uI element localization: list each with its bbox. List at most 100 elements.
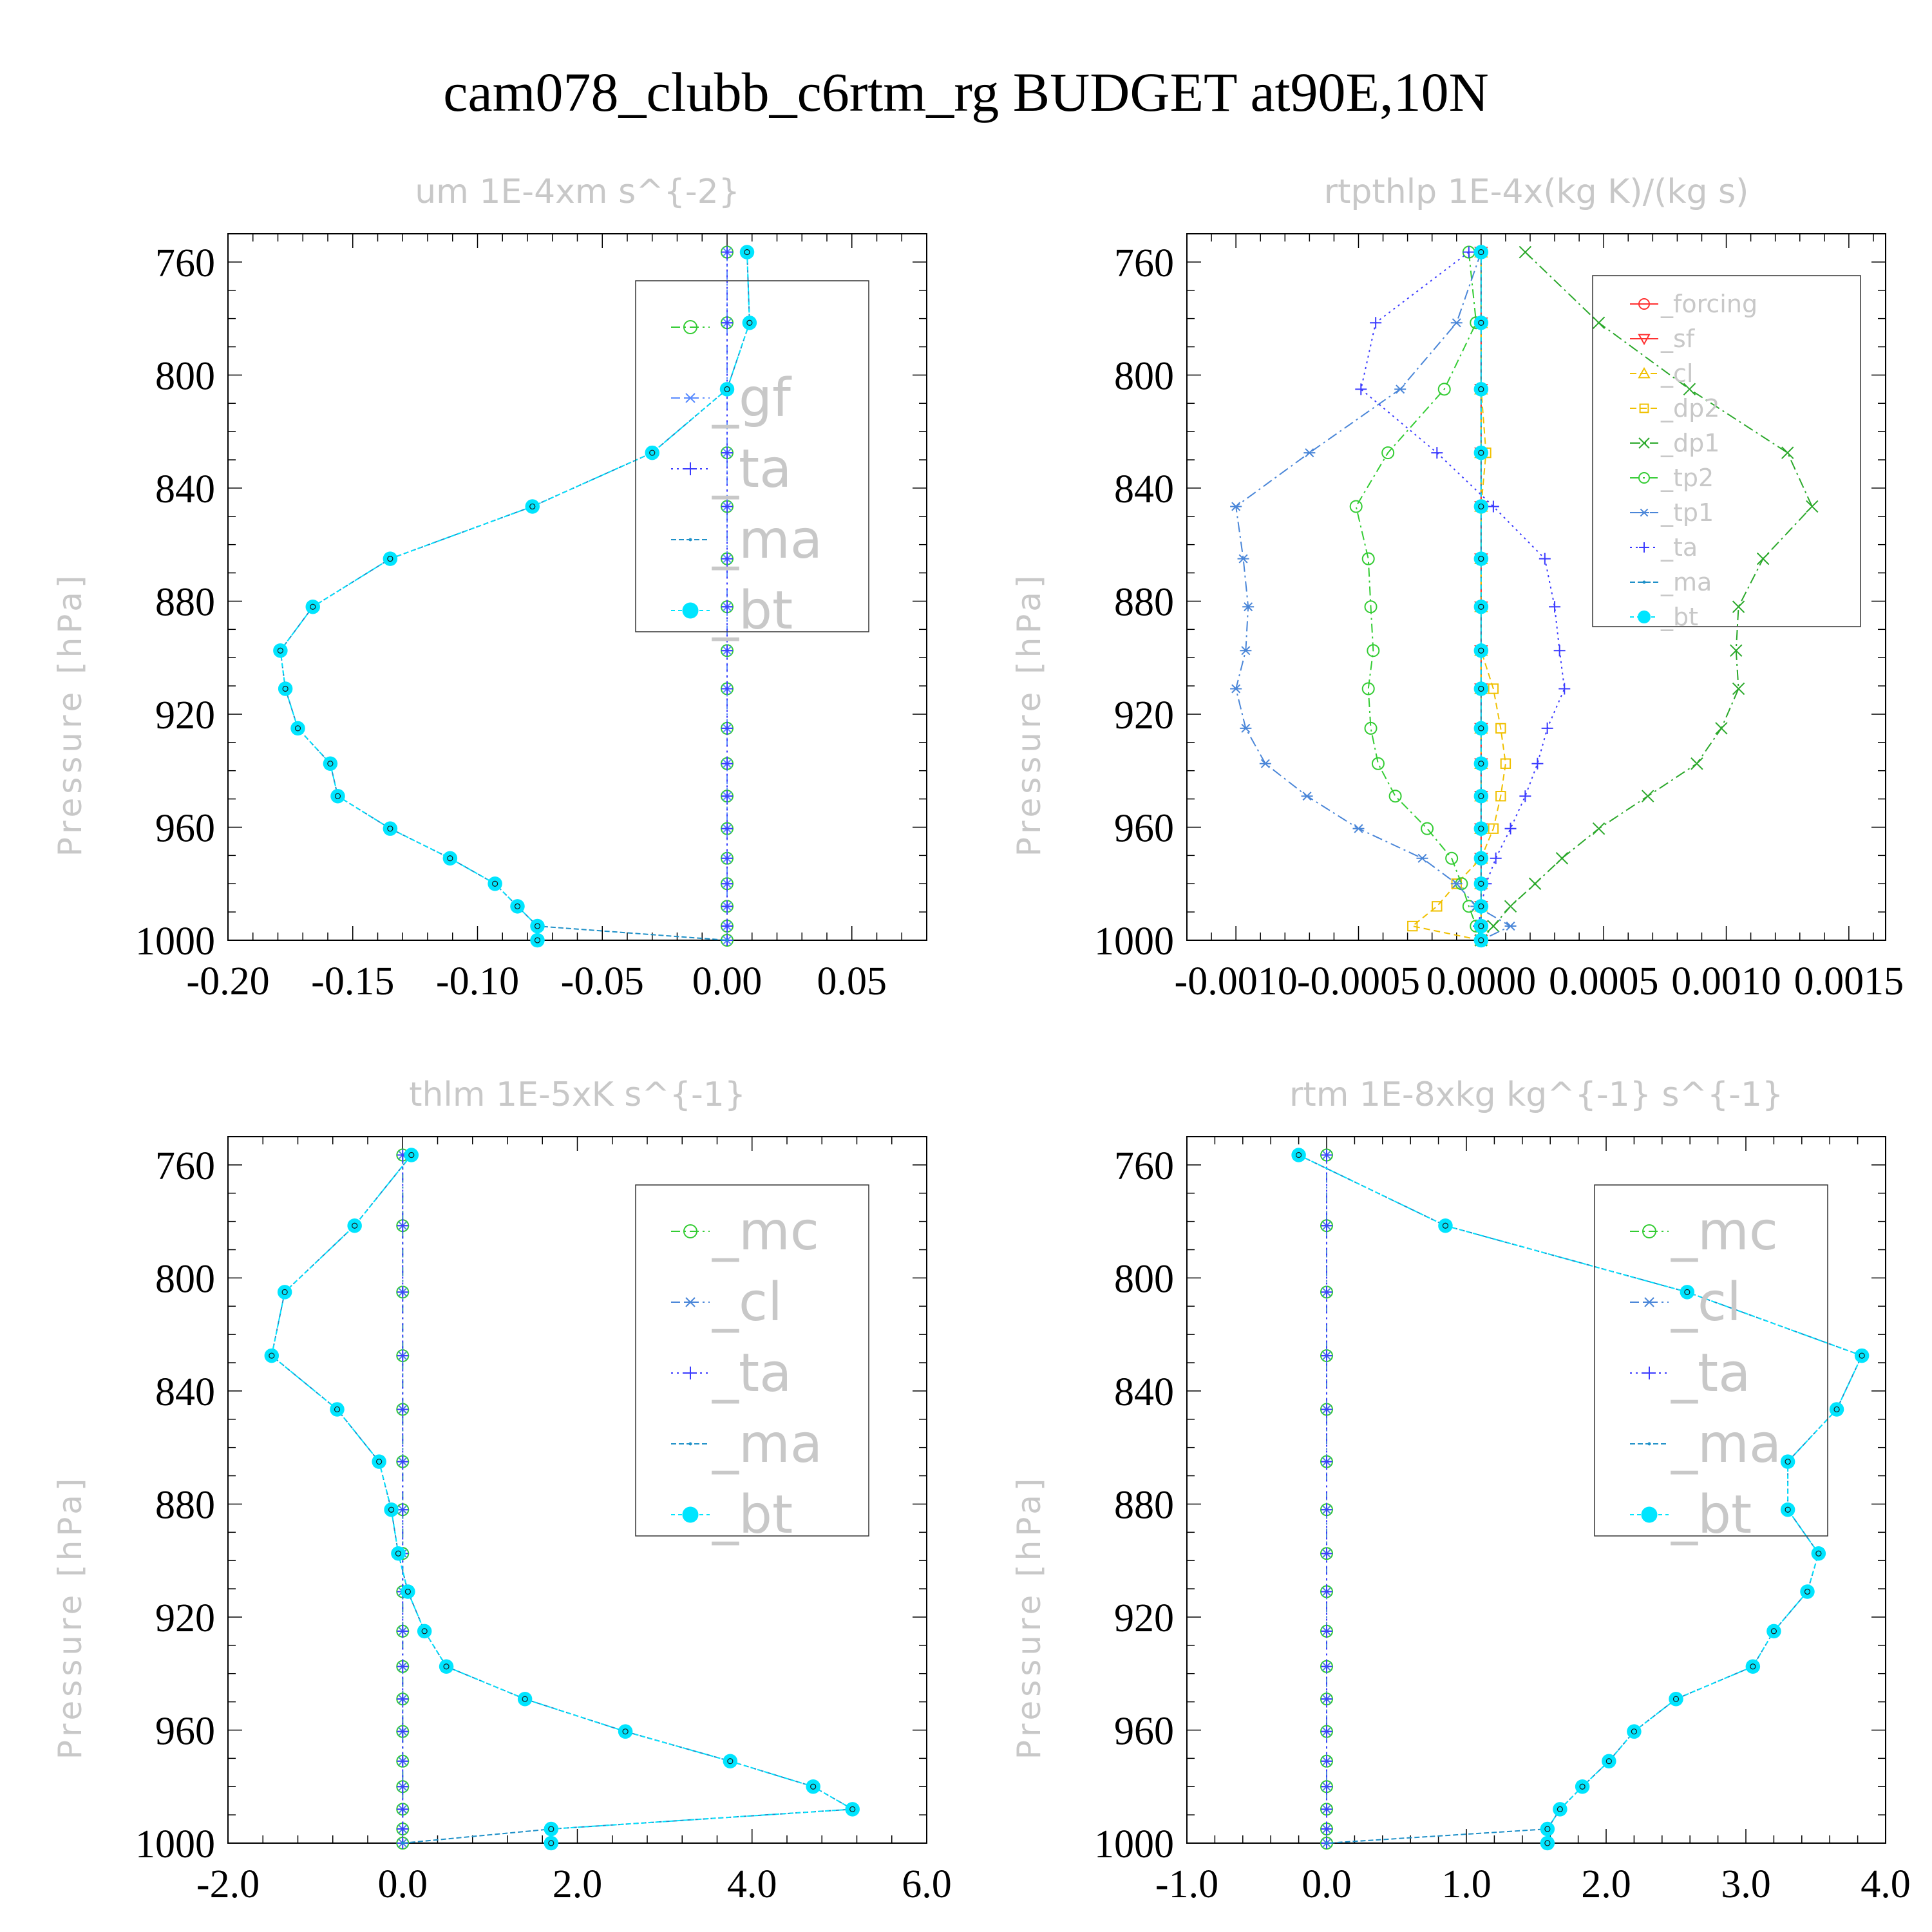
data-point-ring xyxy=(1478,319,1484,326)
data-point xyxy=(264,1348,279,1363)
data-point xyxy=(1438,1218,1453,1233)
legend-label: _tp1 xyxy=(1660,498,1714,527)
data-point xyxy=(1321,1220,1332,1232)
y-tick-label: 960 xyxy=(1114,806,1174,850)
data-point xyxy=(510,899,525,914)
data-point xyxy=(1669,1691,1683,1707)
data-point-ring xyxy=(744,249,750,256)
y-tick-label: 880 xyxy=(155,580,215,624)
data-point xyxy=(1230,684,1242,694)
data-point-ring xyxy=(514,903,521,909)
data-point xyxy=(721,920,733,933)
data-point xyxy=(1781,446,1794,459)
y-tick-label: 920 xyxy=(1114,1596,1174,1640)
data-point xyxy=(1473,382,1489,397)
data-point xyxy=(1732,682,1745,696)
legend-marker xyxy=(1639,508,1649,517)
data-point xyxy=(1539,553,1551,565)
data-point xyxy=(330,788,345,804)
data-point xyxy=(525,499,540,514)
data-point xyxy=(1490,852,1502,864)
data-point xyxy=(397,1660,409,1672)
data-point xyxy=(742,315,757,330)
legend-marker xyxy=(1638,298,1650,310)
legend-label: _ma xyxy=(1671,1414,1781,1475)
data-point-ring xyxy=(395,1550,402,1557)
data-point-ring xyxy=(1478,903,1484,909)
data-point xyxy=(721,683,733,695)
legend-marker xyxy=(684,462,697,475)
data-point xyxy=(401,1841,404,1845)
legend-marker xyxy=(683,320,697,334)
data-point xyxy=(1541,722,1553,734)
data-point xyxy=(1487,920,1500,933)
data-point xyxy=(1766,1624,1781,1639)
data-point xyxy=(1575,1779,1590,1794)
x-tick-label: 0.0000 xyxy=(1426,960,1537,1003)
y-axis-label: Pressure [hPa] xyxy=(52,572,89,857)
data-point xyxy=(1683,383,1696,396)
data-point xyxy=(1488,823,1499,834)
x-tick-label: -0.05 xyxy=(561,960,644,1003)
data-point-ring xyxy=(388,1506,395,1513)
legend-marker xyxy=(1638,334,1651,346)
data-point xyxy=(397,1725,409,1738)
data-point xyxy=(1349,500,1363,513)
data-point xyxy=(1500,758,1511,769)
legend-label: _bt xyxy=(712,1484,793,1546)
data-point-ring xyxy=(352,1222,358,1229)
y-tick-label: 960 xyxy=(155,1709,215,1753)
x-tick-label: 4.0 xyxy=(1861,1862,1911,1906)
data-point xyxy=(1445,851,1459,865)
x-tick-label: -0.15 xyxy=(311,960,394,1003)
legend-marker xyxy=(1638,437,1650,449)
data-point-ring xyxy=(404,1588,411,1595)
data-point xyxy=(1321,1149,1332,1161)
data-point xyxy=(1367,644,1380,658)
data-point-ring xyxy=(1478,556,1484,562)
data-point xyxy=(1240,723,1252,733)
panel-title: thlm 1E-5xK s^{-1} xyxy=(409,1075,746,1114)
y-tick-label: 840 xyxy=(1114,1370,1174,1414)
legend-label: _ta xyxy=(1660,533,1698,562)
data-point xyxy=(277,1285,292,1300)
data-point-ring xyxy=(1557,1806,1563,1812)
series-markers-ta xyxy=(1355,246,1571,946)
series-markers-bt xyxy=(1473,245,1489,948)
data-point-ring xyxy=(1478,793,1484,799)
data-point xyxy=(1437,383,1451,396)
data-point-ring xyxy=(724,386,730,392)
data-point xyxy=(1301,791,1313,801)
data-point-ring xyxy=(1478,880,1484,887)
data-point-ring xyxy=(548,1826,554,1832)
x-tick-label: 0.05 xyxy=(817,960,887,1003)
data-point-ring xyxy=(1478,603,1484,610)
data-point xyxy=(397,1823,409,1835)
y-tick-label: 800 xyxy=(1114,354,1174,398)
data-point xyxy=(1321,1350,1332,1362)
data-point xyxy=(1325,1841,1329,1845)
data-point-ring xyxy=(1833,1406,1840,1413)
data-point xyxy=(1473,851,1489,866)
data-point xyxy=(1473,756,1489,771)
y-tick-label: 760 xyxy=(155,242,215,285)
data-point xyxy=(1407,920,1418,932)
y-tick-label: 840 xyxy=(155,468,215,511)
legend-label: _dp1 xyxy=(1660,429,1719,457)
data-point xyxy=(721,852,733,864)
data-point xyxy=(725,938,729,942)
data-point-ring xyxy=(294,725,301,732)
legend-marker xyxy=(683,1224,697,1238)
data-point xyxy=(1780,1502,1795,1517)
legend-frame xyxy=(635,1184,869,1537)
legend: _gf _ta _ma _bt xyxy=(635,280,869,641)
data-point xyxy=(1421,822,1434,835)
data-point-ring xyxy=(281,1289,288,1295)
data-point xyxy=(1303,448,1316,458)
data-point-ring xyxy=(1785,1506,1791,1513)
data-point-ring xyxy=(1478,647,1484,654)
panel-rtpthlp: rtpthlp 1E-4x(kg K)/(kg s) Pressure [hPa]… xyxy=(1010,173,1904,1003)
data-point xyxy=(383,551,398,566)
y-tick-label: 960 xyxy=(155,806,215,850)
